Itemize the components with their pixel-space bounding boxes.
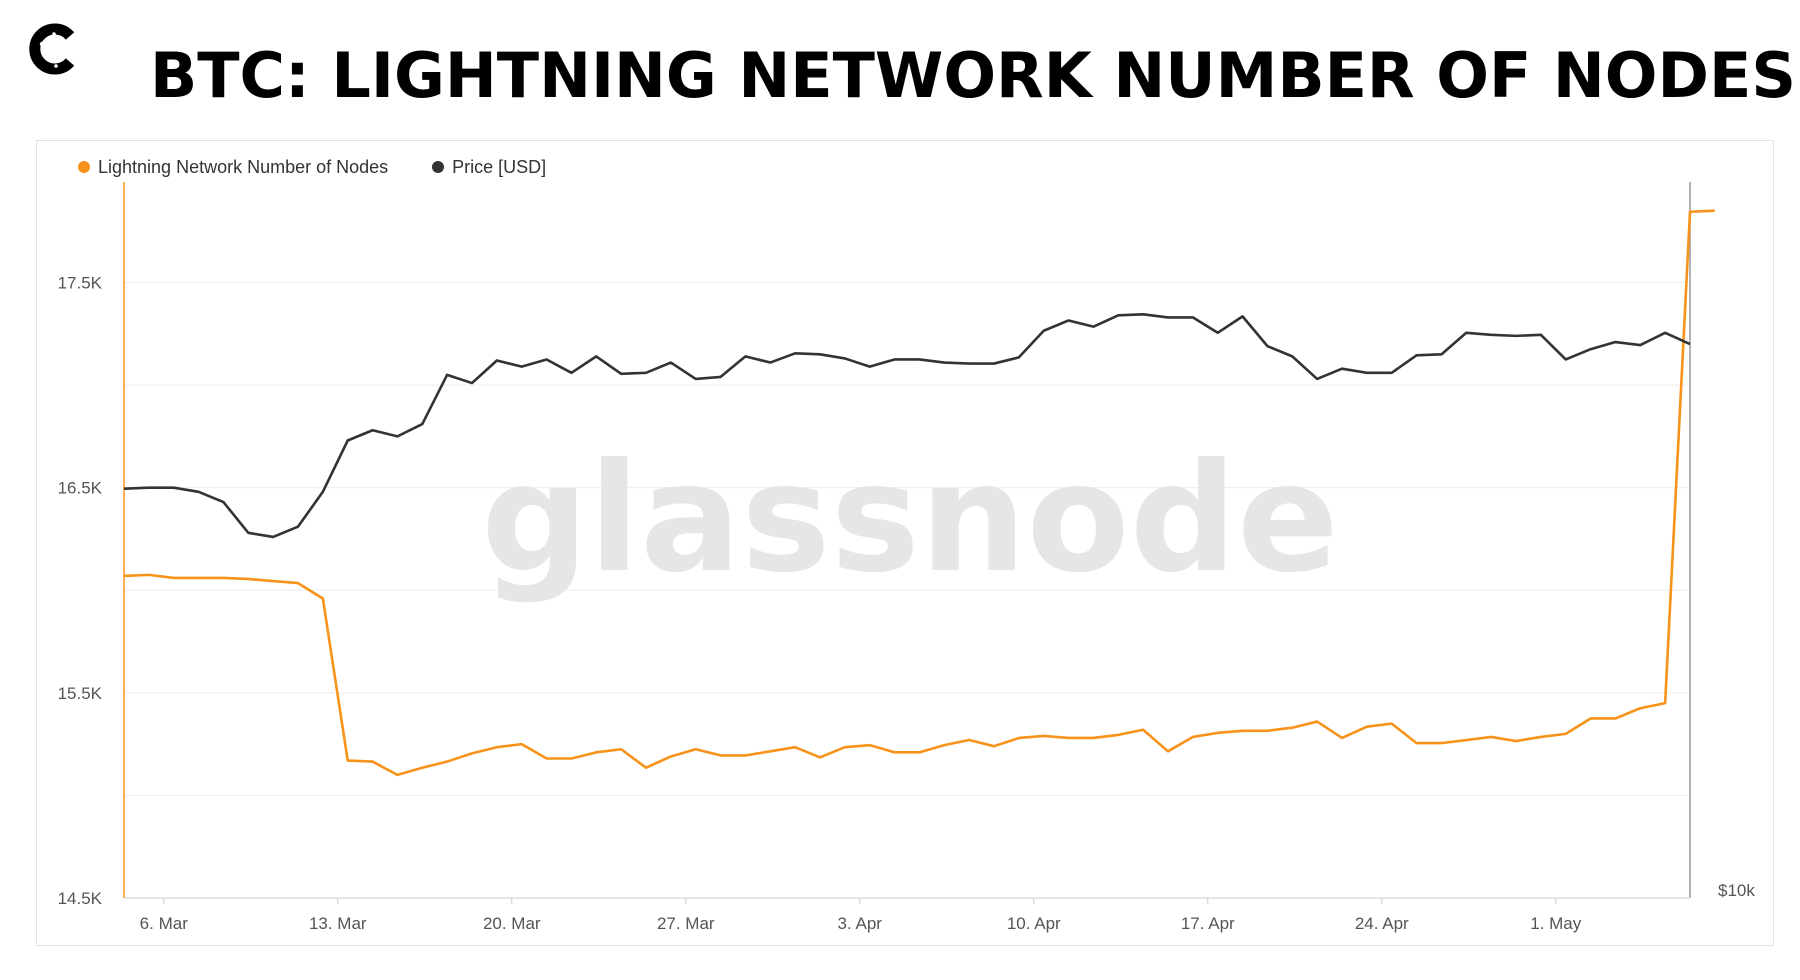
x-tick-label: 24. Apr [1355, 914, 1409, 933]
x-tick-label: 13. Mar [309, 914, 367, 933]
legend-item-nodes[interactable]: Lightning Network Number of Nodes [78, 157, 388, 178]
series-line-price [123, 313, 1691, 539]
legend-item-price[interactable]: Price [USD] [432, 157, 546, 178]
y-right-tick-label: $10k [1718, 881, 1755, 900]
y-tick-label: 15.5K [58, 684, 103, 703]
chart-legend: Lightning Network Number of Nodes Price … [78, 154, 546, 180]
legend-label-price: Price [USD] [452, 156, 547, 177]
legend-label-nodes: Lightning Network Number of Nodes [98, 156, 389, 177]
chart-frame [36, 140, 1774, 946]
legend-dot-price [432, 161, 445, 173]
x-tick-label: 3. Apr [838, 914, 883, 933]
brand-c-logo-icon [26, 22, 80, 76]
legend-dot-nodes [78, 161, 90, 173]
x-tick-label: 6. Mar [140, 914, 189, 933]
series-line-nodes [123, 209, 1715, 777]
x-tick-label: 10. Apr [1007, 914, 1061, 933]
y-tick-label: 14.5K [58, 889, 103, 908]
x-tick-label: 1. May [1530, 914, 1582, 933]
page-title: BTC: LIGHTNING NETWORK NUMBER OF NODES [150, 39, 1796, 112]
watermark-text: glassnode [481, 432, 1339, 606]
y-tick-label: 17.5K [58, 274, 103, 293]
y-tick-label: 16.5K [58, 479, 103, 498]
x-tick-label: 27. Mar [657, 914, 715, 933]
x-tick-label: 20. Mar [483, 914, 541, 933]
x-tick-label: 17. Apr [1181, 914, 1235, 933]
